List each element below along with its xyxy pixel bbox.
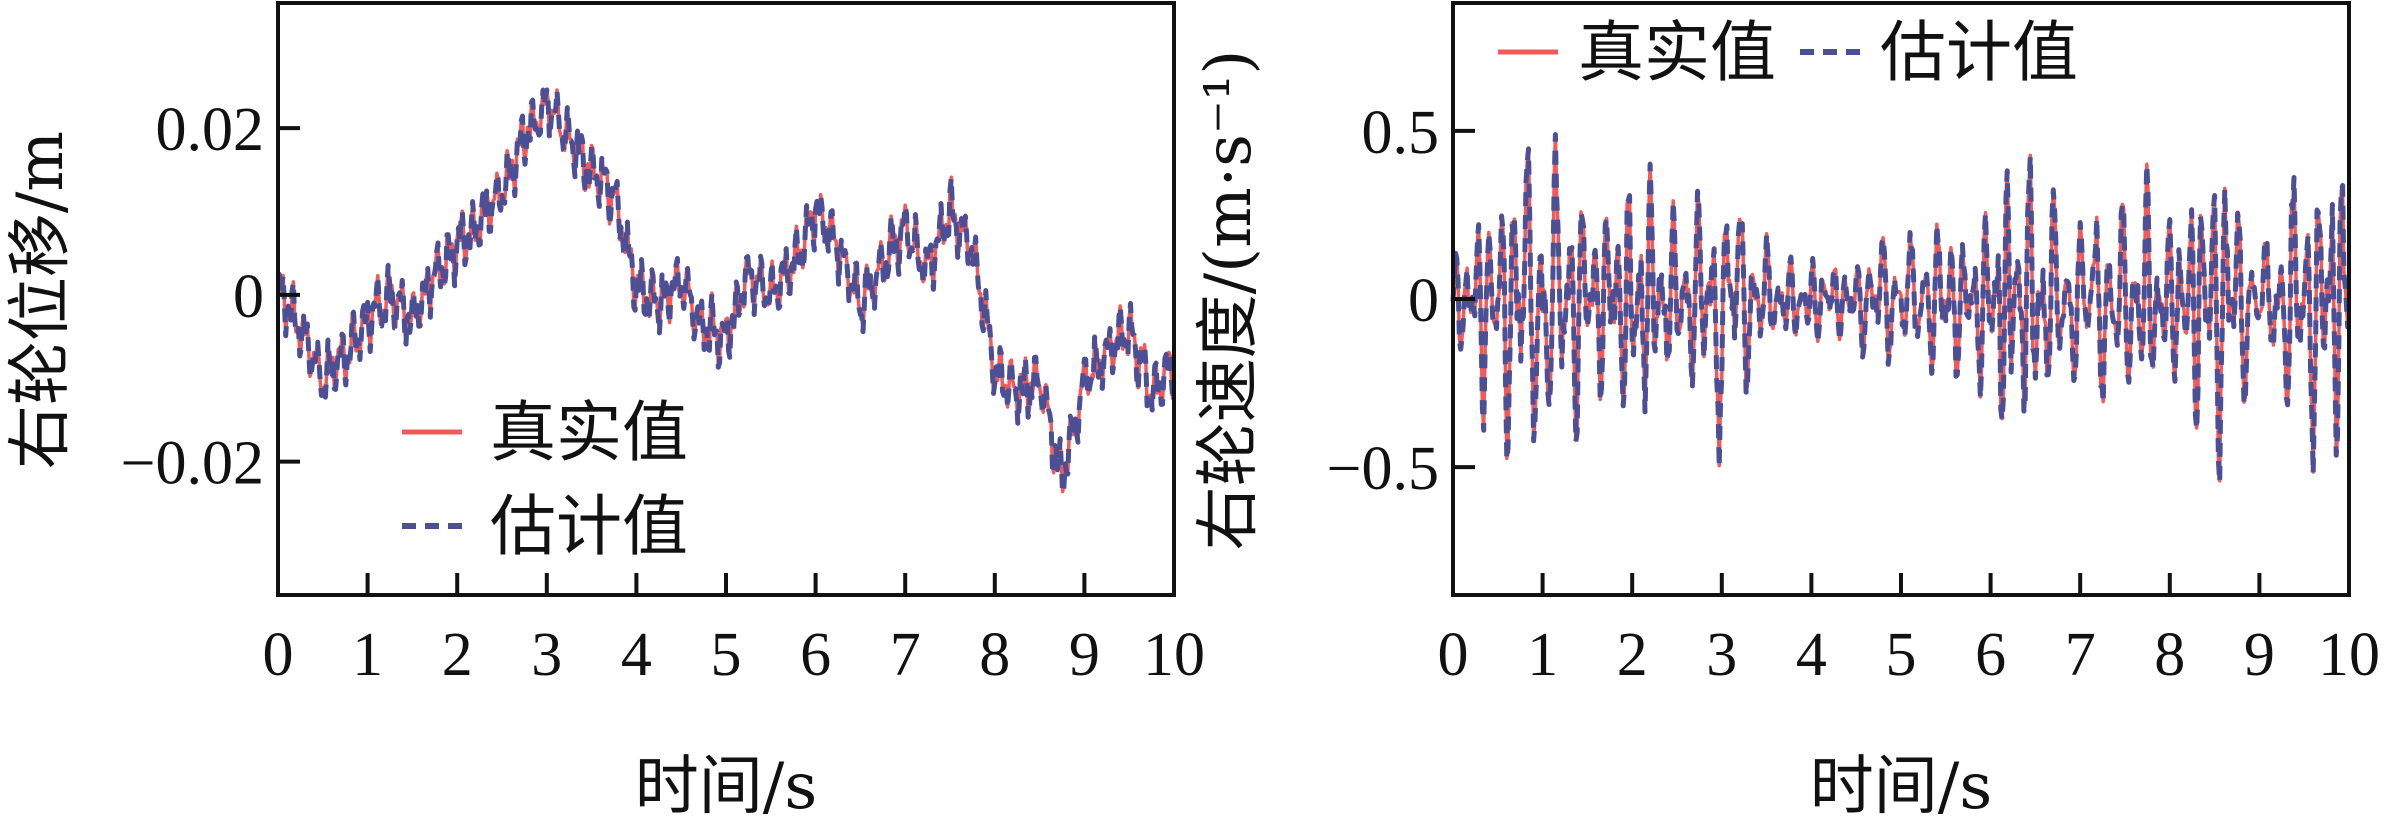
velocity-x-tick-label: 5: [1886, 621, 1917, 689]
displacement-x-axis-label: 时间/s: [635, 750, 817, 824]
displacement-y-tick-label: 0.02: [156, 96, 265, 164]
displacement-x-tick-label: 1: [352, 621, 383, 689]
displacement-plot-area: [276, 87, 1177, 496]
displacement-x-tick-label: 4: [621, 621, 652, 689]
velocity-y-tick-label: −0.5: [1327, 435, 1439, 503]
displacement-x-tick-label: 3: [531, 621, 562, 689]
velocity-y-axis-label: 右轮速度/(m·s⁻¹): [1192, 50, 1266, 551]
velocity-plot-area: [1450, 131, 2352, 485]
velocity-x-tick-label: 2: [1617, 621, 1648, 689]
velocity-series-estimate: [1450, 132, 2352, 485]
displacement-x-tick-label: 5: [711, 621, 742, 689]
velocity-x-tick-label: 9: [2244, 621, 2275, 689]
velocity-legend: 真实值 估计值: [1498, 14, 2078, 91]
velocity-x-tick-label: 0: [1438, 621, 1469, 689]
velocity-x-tick-label: 4: [1796, 621, 1827, 689]
displacement-legend: 真实值 估计值: [402, 394, 688, 565]
displacement-x-tick-label: 6: [800, 621, 831, 689]
velocity-x-axis: 0 1 2 3 4 5 6 7 8 9 10: [1438, 573, 2380, 689]
displacement-x-tick-label: 9: [1069, 621, 1100, 689]
displacement-series-estimate: [276, 87, 1177, 496]
velocity-chart: 0 1 2 3 4 5 6 7 8 9 10 −0.500.5 时间/s 右轮速度/(m·s⁻¹) …: [1192, 1, 2380, 824]
velocity-x-tick-label: 1: [1527, 621, 1558, 689]
velocity-x-tick-label: 10: [2318, 621, 2380, 689]
displacement-y-tick-label: −0.02: [121, 430, 264, 498]
legend-estimate-label: 估计值: [1880, 14, 2078, 91]
displacement-x-tick-label: 10: [1143, 621, 1205, 689]
displacement-x-tick-label: 0: [263, 621, 294, 689]
displacement-x-tick-label: 2: [442, 621, 473, 689]
legend-estimate-label: 估计值: [490, 488, 688, 565]
velocity-x-axis-label: 时间/s: [1810, 750, 1992, 824]
displacement-x-tick-label: 7: [890, 621, 921, 689]
displacement-y-axis-label: 右轮位移/m: [4, 131, 78, 469]
legend-true-label: 真实值: [490, 394, 688, 471]
velocity-x-tick-label: 7: [2065, 621, 2096, 689]
velocity-y-tick-label: 0: [1408, 267, 1439, 335]
displacement-y-axis: −0.02 0 0.02: [121, 96, 300, 498]
velocity-x-tick-label: 8: [2154, 621, 2185, 689]
legend-true-label: 真实值: [1578, 14, 1776, 91]
velocity-y-axis: −0.5 0 0.5: [1327, 99, 1475, 503]
velocity-x-tick-label: 6: [1975, 621, 2006, 689]
velocity-y-tick-label: 0.5: [1362, 99, 1440, 167]
displacement-x-axis: 0 1 2 3 4 5 6 7 8 9 10: [263, 573, 1205, 689]
displacement-y-tick-label: 0: [233, 263, 264, 331]
displacement-x-tick-label: 8: [979, 621, 1010, 689]
velocity-x-tick-label: 3: [1706, 621, 1737, 689]
